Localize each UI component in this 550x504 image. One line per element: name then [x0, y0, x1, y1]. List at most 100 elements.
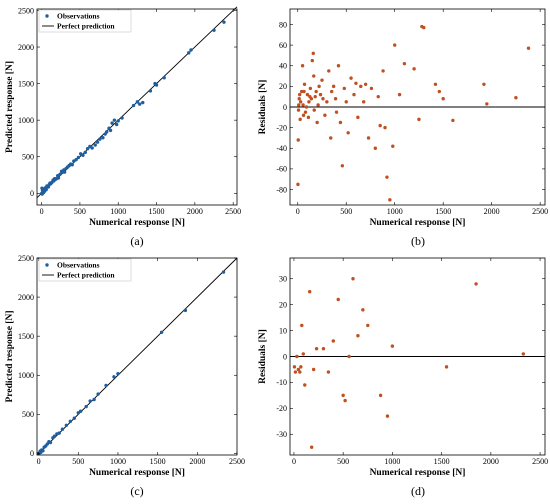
legend-box [38, 258, 132, 282]
data-point [361, 308, 365, 312]
x-tick-label: 2500 [229, 457, 245, 466]
y-tick-label: 60 [279, 41, 287, 50]
data-point [95, 140, 100, 144]
data-point [137, 102, 142, 106]
data-point [141, 100, 145, 105]
x-tick-label: 500 [337, 457, 349, 466]
data-point [402, 61, 407, 66]
data-point [312, 108, 316, 112]
data-point [393, 43, 397, 47]
x-tick-label: 1500 [149, 207, 165, 216]
data-point [378, 393, 383, 398]
data-point [397, 92, 402, 97]
data-point [222, 20, 226, 24]
data-point [81, 153, 85, 157]
data-point [83, 150, 87, 155]
data-point [366, 136, 371, 140]
data-point [340, 164, 345, 168]
data-point [441, 97, 445, 101]
data-point [373, 146, 378, 150]
data-point [369, 86, 374, 91]
data-point [120, 116, 124, 120]
x-tick-label: 500 [340, 207, 352, 216]
legend-box [38, 9, 132, 33]
plot-frame [36, 257, 238, 456]
data-point [321, 347, 326, 351]
x-tick-label: 0 [292, 457, 296, 466]
x-tick-label: 500 [72, 457, 84, 466]
y-tick-label: 1500 [18, 332, 34, 341]
data-point [88, 399, 92, 403]
data-point [301, 352, 305, 356]
data-point [300, 323, 304, 328]
y-tick-label: 80 [279, 20, 287, 29]
data-point [356, 115, 360, 120]
data-point [385, 175, 389, 179]
data-point [298, 370, 302, 374]
y-tick-label: -60 [276, 165, 287, 174]
y-tick-label: 2000 [18, 293, 34, 302]
y-tick-label: -80 [276, 185, 287, 194]
panel-a-scatter: 0 500 1000 1500 2000 2500 0 500 1000 1500 2000 2500… [5, 6, 241, 248]
x-tick-label: 0 [296, 207, 300, 216]
data-point [313, 94, 317, 99]
legend-entry-observations: Observations [57, 261, 100, 270]
data-point [68, 419, 73, 424]
data-point [485, 102, 489, 106]
data-point [361, 100, 366, 104]
data-point [310, 58, 314, 63]
x-tick-label: 0 [40, 207, 44, 216]
data-point [351, 277, 355, 281]
data-point [317, 84, 321, 89]
data-point [72, 416, 77, 420]
y-tick-label: 40 [279, 62, 287, 71]
data-point [417, 117, 421, 122]
data-point [101, 136, 105, 140]
data-point [112, 375, 116, 379]
data-point [183, 308, 188, 313]
data-point [378, 123, 382, 128]
x-tick-label: 2000 [187, 207, 203, 216]
data-point [376, 94, 380, 99]
data-point [482, 82, 486, 87]
data-point [131, 103, 136, 108]
data-point [301, 103, 305, 107]
data-point [341, 393, 345, 398]
plot-frame [36, 8, 238, 206]
data-point [366, 323, 370, 328]
legend-marker-observations [45, 14, 49, 18]
y-tick-label: -20 [276, 404, 287, 413]
data-point [309, 97, 314, 101]
x-tick-label: 2500 [225, 207, 241, 216]
x-axis-label: Numerical response [N] [370, 218, 466, 228]
data-point [221, 270, 226, 274]
data-point [159, 330, 164, 334]
legend-entry-perfect-prediction: Perfect prediction [57, 271, 115, 280]
data-point [295, 354, 299, 359]
data-point [84, 404, 88, 409]
data-point [385, 414, 390, 418]
data-point [316, 103, 320, 107]
x-tick-label: 1500 [435, 207, 451, 216]
data-point [301, 113, 306, 117]
data-point [296, 108, 301, 112]
x-tick-label: 2000 [484, 207, 500, 216]
data-point [58, 172, 62, 176]
y-tick-label: -20 [276, 123, 287, 132]
data-point [300, 64, 305, 68]
data-point [76, 155, 81, 160]
data-point [325, 100, 329, 104]
data-point [314, 347, 319, 351]
data-point [333, 97, 338, 101]
data-point [298, 100, 303, 104]
data-point [327, 69, 331, 73]
legend-entry-observations: Observations [57, 12, 100, 21]
data-point [306, 115, 311, 120]
y-tick-label: 1000 [18, 116, 34, 125]
data-point [309, 445, 314, 449]
data-point [148, 89, 153, 93]
y-tick-label: 20 [279, 82, 287, 91]
data-point [329, 89, 334, 94]
x-tick-label: 2500 [532, 207, 548, 216]
data-point [334, 110, 339, 114]
